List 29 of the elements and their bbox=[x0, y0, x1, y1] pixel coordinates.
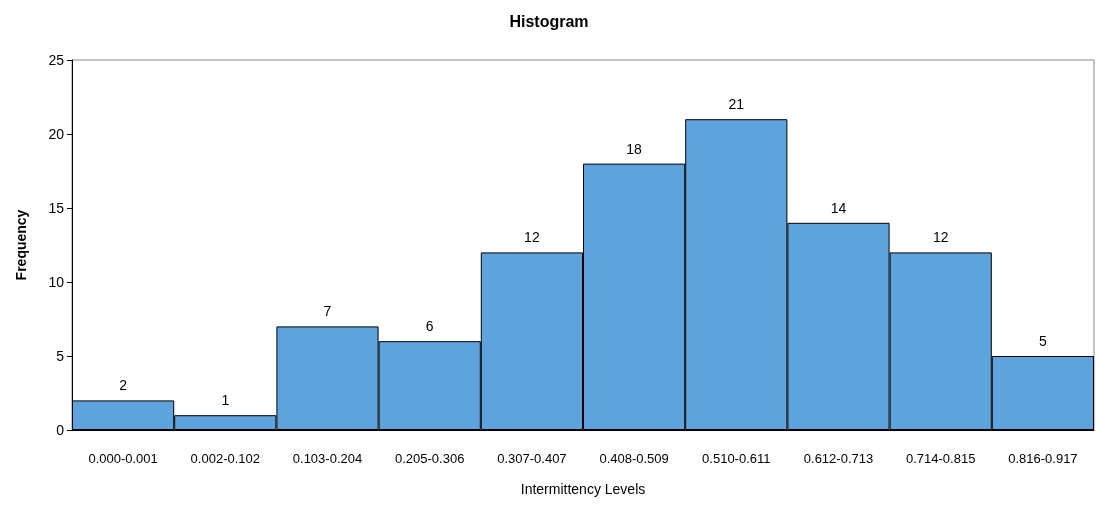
data-label: 21 bbox=[728, 96, 745, 113]
x-tick-label: 0.205-0.306 bbox=[395, 451, 465, 466]
data-label: 12 bbox=[524, 229, 540, 246]
data-label: 18 bbox=[626, 140, 643, 157]
x-tick-label: 0.816-0.917 bbox=[1008, 451, 1078, 466]
chart-title: Histogram bbox=[509, 12, 589, 30]
y-tick-label: 20 bbox=[48, 126, 65, 142]
x-tick-label: 0.510-0.611 bbox=[702, 451, 771, 466]
data-label: 12 bbox=[932, 229, 949, 246]
data-label: 14 bbox=[830, 199, 847, 216]
x-tick-label: 0.714-0.815 bbox=[906, 451, 976, 466]
x-tick-label: 0.307-0.407 bbox=[497, 451, 567, 466]
y-axis-title: Frequency bbox=[13, 209, 29, 281]
data-label: 1 bbox=[221, 392, 230, 409]
x-tick-label: 0.612-0.713 bbox=[803, 451, 874, 466]
y-tick-label: 0 bbox=[56, 422, 65, 438]
data-label: 5 bbox=[1039, 333, 1047, 349]
data-label: 7 bbox=[323, 303, 332, 320]
data-label: 6 bbox=[425, 318, 434, 335]
x-axis-title: Intermittency Levels bbox=[520, 481, 646, 497]
y-tick-label: 5 bbox=[56, 348, 65, 364]
y-tick-label: 15 bbox=[48, 200, 65, 216]
y-tick-label: 25 bbox=[48, 52, 65, 68]
data-label: 2 bbox=[119, 377, 128, 394]
x-tick-label: 0.000-0.001 bbox=[88, 451, 158, 466]
x-tick-label: 0.408-0.509 bbox=[599, 451, 669, 466]
x-tick-label: 0.103-0.204 bbox=[292, 451, 363, 466]
y-tick-label: 10 bbox=[48, 274, 65, 290]
x-tick-label: 0.002-0.102 bbox=[190, 451, 260, 466]
